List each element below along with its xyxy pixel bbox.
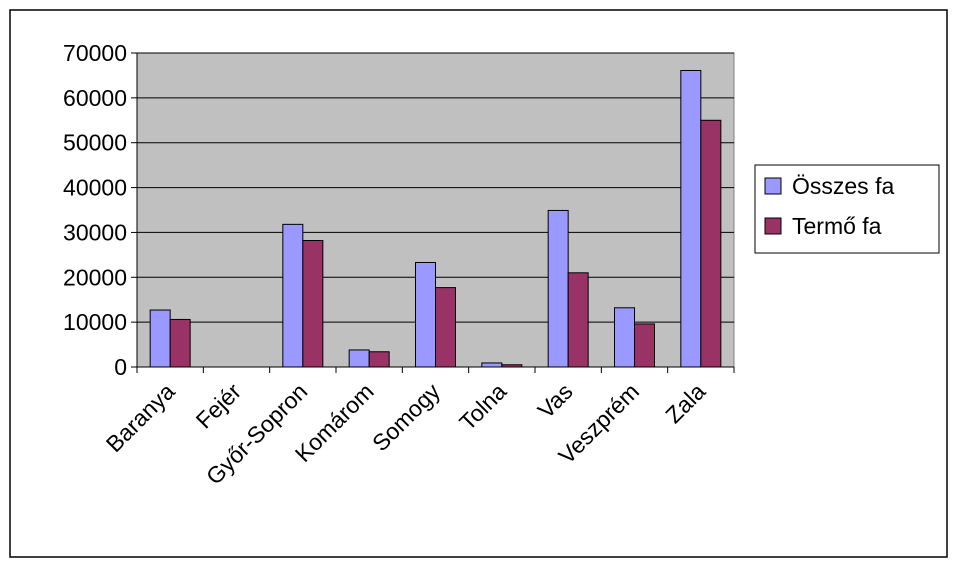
y-tick-label: 0: [114, 354, 127, 380]
y-tick-label: 30000: [63, 219, 127, 245]
y-tick-labels: 0 10000 20000 30000 40000 50000 60000 70000: [63, 40, 127, 380]
y-tick-label: 20000: [63, 264, 127, 290]
y-tick-label: 10000: [63, 309, 127, 335]
legend-swatch: [764, 177, 782, 195]
legend: Összes fa Termő fa: [754, 164, 940, 254]
bar-osszes-fa: [547, 209, 569, 368]
bar-termo-fa: [368, 351, 390, 368]
bar-termo-fa: [169, 318, 191, 368]
legend-box: [754, 164, 940, 254]
y-tick-label: 70000: [63, 40, 127, 66]
y-tick-label: 50000: [63, 130, 127, 156]
bar-termo-fa: [634, 323, 655, 368]
bar-osszes-fa: [348, 349, 370, 368]
bar-termo-fa: [700, 119, 722, 368]
bar-osszes-fa: [282, 223, 304, 368]
legend-swatch: [764, 217, 782, 235]
legend-label: Összes fa: [792, 173, 894, 199]
legend-label: Termő fa: [792, 213, 882, 239]
bar-termo-fa: [302, 240, 324, 368]
y-tick-label: 40000: [63, 175, 127, 201]
bar-osszes-fa: [680, 69, 702, 368]
bar-osszes-fa: [614, 307, 635, 368]
y-tick-label: 60000: [63, 85, 127, 111]
bar-osszes-fa: [481, 362, 503, 368]
axes: [131, 52, 735, 373]
bar-osszes-fa: [415, 261, 436, 368]
bar-osszes-fa: [149, 309, 171, 368]
bars: [149, 69, 722, 368]
bar-termo-fa: [435, 287, 456, 368]
bar-termo-fa: [567, 272, 589, 368]
